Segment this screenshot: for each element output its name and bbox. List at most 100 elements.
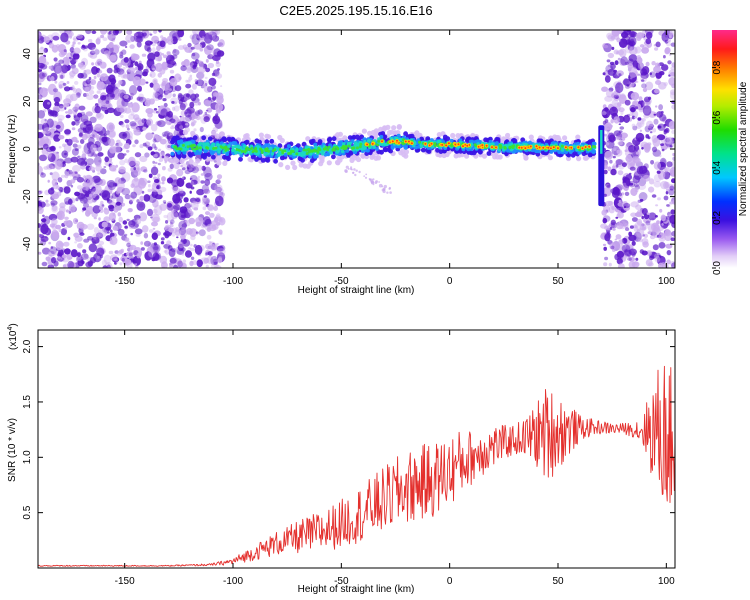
noise-speckle (664, 47, 671, 54)
noise-speckle (164, 91, 172, 99)
noise-speckle (119, 40, 128, 47)
noise-speckle (112, 30, 119, 36)
noise-speckle (114, 258, 118, 262)
noise-speckle (618, 263, 625, 268)
noise-speckle (115, 83, 121, 88)
x-tick-label: 100 (658, 276, 675, 287)
ridge-halo (403, 153, 409, 159)
noise-speckle (171, 232, 176, 237)
noise-speckle (96, 81, 105, 91)
noise-speckle (153, 82, 161, 92)
noise-speckle (47, 83, 57, 95)
noise-speckle (617, 141, 623, 146)
noise-speckle (154, 51, 160, 57)
noise-speckle (57, 256, 61, 260)
noise-speckle (126, 149, 130, 153)
noise-speckle (649, 255, 654, 261)
ridge-core-band (304, 148, 308, 152)
noise-speckle (198, 30, 206, 39)
noise-speckle (83, 45, 89, 49)
noise-speckle (209, 212, 215, 218)
noise-speckle (631, 123, 636, 128)
noise-speckle (172, 193, 181, 204)
ridge-hotspot-core (577, 146, 580, 149)
noise-speckle (611, 46, 615, 51)
noise-speckle (192, 83, 197, 90)
ridge-halo (360, 153, 366, 159)
noise-speckle (663, 195, 669, 201)
noise-speckle (656, 170, 661, 174)
noise-speckle (141, 118, 147, 124)
x-tick-label: 0 (447, 276, 453, 287)
noise-speckle (630, 212, 637, 218)
noise-speckle (636, 218, 643, 226)
ridge-hotspot-core (454, 143, 457, 146)
noise-speckle (188, 167, 193, 172)
noise-speckle (140, 166, 148, 172)
noise-speckle (40, 172, 46, 178)
noise-speckle (653, 161, 662, 170)
noise-speckle (43, 36, 50, 44)
noise-speckle (194, 165, 203, 171)
noise-speckle (602, 217, 608, 224)
noise-speckle (199, 38, 205, 44)
noise-speckle (643, 217, 652, 224)
noise-speckle (615, 216, 619, 219)
noise-speckle (161, 53, 165, 56)
noise-speckle (207, 96, 212, 101)
noise-speckle (208, 77, 217, 86)
noise-speckle (166, 240, 172, 246)
ridge-core-band (240, 149, 244, 153)
noise-speckle (653, 65, 661, 73)
noise-speckle (206, 44, 214, 51)
noise-speckle (618, 244, 626, 253)
noise-speckle (671, 230, 675, 237)
noise-speckle (617, 57, 621, 61)
noise-speckle (153, 204, 163, 216)
noise-speckle (617, 211, 624, 219)
ridge-hotspot-core (430, 142, 433, 145)
noise-speckle (177, 260, 183, 268)
noise-speckle (641, 83, 647, 89)
faint-trail-point (374, 181, 378, 185)
noise-speckle (667, 183, 675, 191)
noise-speckle (178, 264, 181, 267)
noise-speckle (642, 105, 652, 116)
faint-trail-point (353, 168, 356, 171)
noise-speckle (621, 34, 631, 45)
noise-speckle (92, 205, 101, 214)
noise-speckle (98, 240, 105, 246)
noise-speckle (96, 255, 100, 259)
noise-speckle (668, 74, 671, 77)
noise-speckle (669, 166, 675, 177)
ridge-outer-band (250, 154, 256, 160)
noise-speckle (197, 60, 202, 65)
noise-speckle (648, 178, 655, 185)
noise-speckle (198, 229, 206, 237)
noise-speckle (638, 96, 643, 102)
noise-speckle (635, 204, 642, 211)
noise-speckle (201, 224, 206, 229)
ridge-mid-band (283, 152, 288, 157)
noise-speckle (628, 234, 637, 242)
noise-speckle (64, 157, 73, 164)
noise-speckle (49, 246, 57, 255)
noise-speckle (53, 57, 58, 62)
y-tick-label: 1.5 (22, 395, 33, 409)
noise-speckle (644, 144, 652, 152)
noise-speckle (125, 34, 134, 43)
ridge-inner-band (188, 141, 192, 145)
noise-speckle (669, 185, 675, 191)
noise-speckle (216, 259, 220, 262)
noise-speckle (174, 85, 182, 92)
noise-speckle (641, 47, 650, 54)
ridge-halo (495, 154, 501, 160)
noise-speckle (119, 106, 128, 114)
noise-speckle (653, 113, 657, 116)
noise-speckle (153, 108, 158, 111)
noise-speckle (648, 212, 657, 221)
noise-speckle (645, 220, 651, 226)
noise-speckle (217, 248, 226, 256)
noise-speckle (47, 188, 55, 195)
noise-speckle (106, 226, 111, 231)
